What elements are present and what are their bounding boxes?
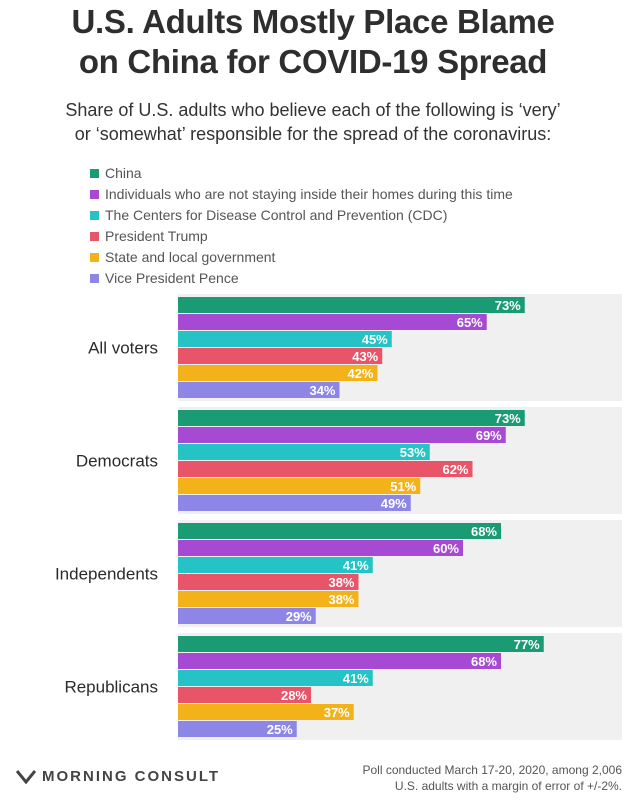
bar [178,653,501,669]
chart-title-line-2: on China for COVID-19 Spread [78,43,548,80]
bar-chart: All voters 73% 65% 45% 43% 42% 34% Democrats 73%… [55,294,622,740]
data-label: 38% [328,592,354,607]
footer-note-line-2: U.S. adults with a margin of error of +/… [394,779,622,793]
data-label: 73% [495,411,521,426]
legend-item: Individuals who are not staying inside t… [90,184,513,205]
bar [178,495,411,511]
bar [178,608,316,624]
legend-label: China [105,165,142,181]
category-label: Democrats [76,452,158,471]
data-label: 62% [442,462,468,477]
bar [178,461,473,477]
legend-label: Individuals who are not staying inside t… [105,186,513,202]
bar [178,478,421,494]
data-label: 37% [324,705,350,720]
data-label: 43% [352,349,378,364]
legend-item: State and local government [90,247,513,268]
data-label: 41% [343,558,369,573]
data-label: 25% [267,722,293,737]
category-label: All voters [88,339,158,358]
brand-name: MORNING CONSULT [42,768,221,785]
data-label: 34% [309,383,335,398]
legend-swatch [90,169,99,178]
legend-swatch [90,274,99,283]
footer-note-line-1: Poll conducted March 17-20, 2020, among … [362,763,622,777]
legend-item: The Centers for Disease Control and Prev… [90,205,513,226]
data-label: 68% [471,654,497,669]
legend-item: Vice President Pence [90,268,513,289]
data-label: 38% [328,575,354,590]
bar [178,557,373,573]
data-label: 45% [362,332,388,347]
category-label: Republicans [64,678,158,697]
bar [178,427,506,443]
bar [178,721,297,737]
legend-swatch [90,253,99,262]
bar [178,704,354,720]
bar [178,540,463,556]
chart-subtitle-line-1: Share of U.S. adults who believe each of… [65,100,561,120]
data-label: 77% [514,637,540,652]
data-label: 41% [343,671,369,686]
legend-swatch [90,232,99,241]
footer-note: Poll conducted March 17-20, 2020, among … [322,762,622,794]
bar [178,297,525,313]
brand-logo: MORNING CONSULT [16,768,220,785]
legend-label: Vice President Pence [105,270,239,286]
bar [178,348,383,364]
bar [178,314,487,330]
legend-swatch [90,190,99,199]
data-label: 69% [476,428,502,443]
bar [178,636,544,652]
legend-label: The Centers for Disease Control and Prev… [105,207,448,223]
bar [178,410,525,426]
bar [178,365,378,381]
legend-swatch [90,211,99,220]
data-label: 65% [457,315,483,330]
bar [178,382,340,398]
bar [178,523,501,539]
data-label: 49% [381,496,407,511]
chart-title: U.S. Adults Mostly Place Blame on China … [0,2,626,82]
chart-legend: China Individuals who are not staying ins… [90,163,513,289]
bar [178,687,311,703]
chart-subtitle: Share of U.S. adults who believe each of… [0,98,626,146]
data-label: 28% [281,688,307,703]
legend-item: China [90,163,513,184]
bar [178,591,359,607]
data-label: 53% [400,445,426,460]
brand-mark-icon [16,769,36,784]
data-label: 51% [390,479,416,494]
data-label: 68% [471,524,497,539]
legend-label: President Trump [105,228,208,244]
data-label: 29% [286,609,312,624]
data-label: 42% [347,366,373,381]
bar [178,574,359,590]
legend-item: President Trump [90,226,513,247]
data-label: 60% [433,541,459,556]
chart-subtitle-line-2: or ‘somewhat’ responsible for the spread… [74,124,552,144]
bar [178,670,373,686]
bar [178,331,392,347]
data-label: 73% [495,298,521,313]
category-label: Independents [55,565,158,584]
chart-title-line-1: U.S. Adults Mostly Place Blame [71,3,555,40]
legend-label: State and local government [105,249,276,265]
bar [178,444,430,460]
